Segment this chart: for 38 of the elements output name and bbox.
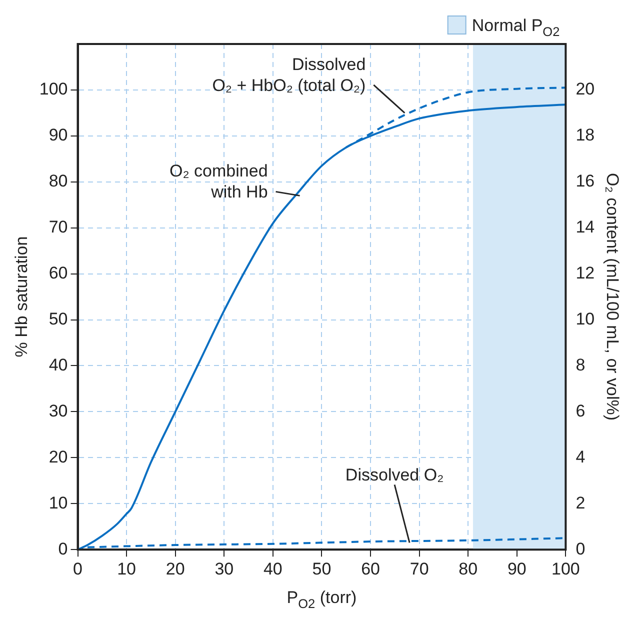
x-tick-label: 20 (166, 559, 185, 578)
y-axis-title: % Hb saturation (12, 236, 31, 358)
y-tick-label: 40 (48, 355, 68, 374)
y-tick-label: 50 (48, 309, 68, 328)
y-tick-label: 20 (48, 447, 68, 466)
x-tick-label: 40 (263, 559, 282, 578)
x-tick-label: 0 (73, 559, 82, 578)
x-tick-label: 80 (458, 559, 478, 578)
y-tick-label: 90 (48, 126, 68, 145)
x-tick-label: 100 (552, 559, 580, 578)
y-tick-label: 0 (58, 539, 68, 558)
y2-tick-label: 12 (576, 264, 595, 283)
x-tick-label: 70 (410, 559, 429, 578)
annotation: Dissolved O₂ (345, 466, 444, 485)
y2-tick-label: 20 (576, 80, 595, 99)
y2-tick-label: 16 (576, 172, 595, 191)
y2-tick-label: 0 (576, 539, 586, 558)
x-tick-label: 60 (361, 559, 380, 578)
x-tick-label: 10 (117, 559, 136, 578)
y2-tick-label: 10 (576, 309, 595, 328)
y-tick-label: 10 (48, 493, 68, 512)
y2-tick-label: 2 (576, 493, 586, 512)
y2-tick-label: 8 (576, 355, 586, 374)
y-tick-label: 80 (48, 172, 68, 191)
y2-tick-label: 6 (576, 401, 586, 420)
y2-tick-label: 18 (576, 126, 595, 145)
y-tick-label: 60 (48, 264, 68, 283)
y-tick-label: 70 (48, 218, 68, 237)
y-tick-label: 30 (48, 401, 68, 420)
x-tick-label: 90 (507, 559, 526, 578)
y-tick-label: 100 (39, 80, 68, 99)
y2-tick-label: 14 (576, 218, 595, 237)
x-tick-label: 50 (312, 559, 332, 578)
x-tick-label: 30 (214, 559, 234, 578)
y2-axis-title: O₂ content (mL/100 mL, or vol%) (603, 173, 622, 421)
annotation: Dissolved O₂ + HbO₂ (total O₂) (212, 54, 366, 95)
y2-tick-label: 4 (576, 447, 586, 466)
annotation: O₂ combined with Hb (170, 162, 268, 202)
